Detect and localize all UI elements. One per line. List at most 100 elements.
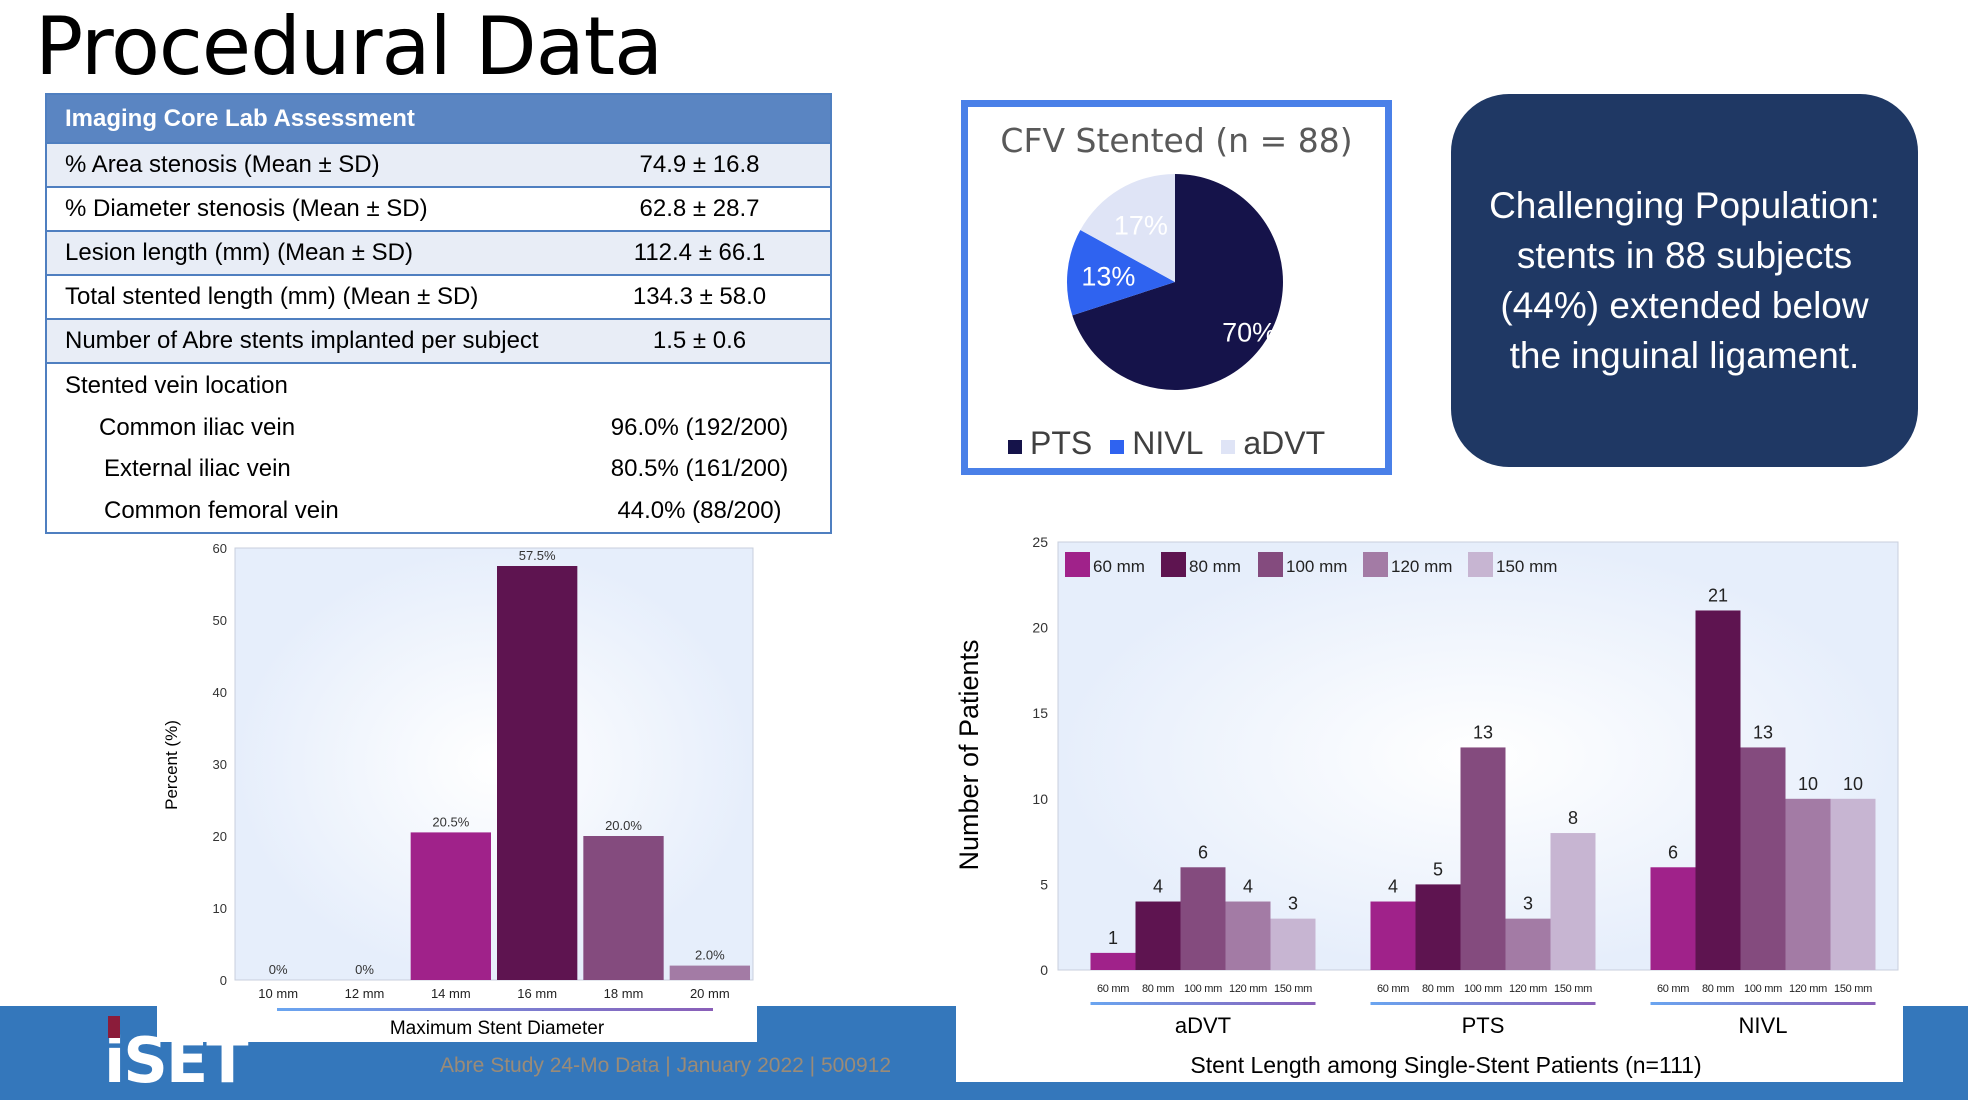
x-subtick-label: 100 mm [1464,983,1502,995]
legend-swatch [1065,552,1090,577]
x-tick-label: 12 mm [345,986,385,1001]
table-row: Lesion length (mm) (Mean ± SD) 112.4 ± 66… [46,230,831,275]
row-value: 134.3 ± 58.0 [551,274,831,319]
bar [583,836,664,980]
row-label: Common femoral vein [104,496,339,524]
footer-text: Abre Study 24-Mo Data | January 2022 | 5… [440,1054,892,1077]
row-value: 1.5 ± 0.6 [551,318,831,363]
diameter-bar-chart: 0 10 20 30 40 50 60 0% 10 mm 0% 12 mm 20.5% 14 mm 57.… [162,541,754,1039]
pie-data-label: 13% [1081,262,1135,292]
x-tick-label: 18 mm [604,986,644,1001]
row-label: % Area stenosis (Mean ± SD) [46,142,551,187]
row-value: 74.9 ± 16.8 [551,142,831,187]
x-tick-label: 16 mm [517,986,557,1001]
callout-text: Challenging Population: stents in 88 sub… [1489,184,1880,376]
row-value: 80.5% (161/200) [610,454,789,482]
x-subtick-label: 100 mm [1184,983,1222,995]
x-subtick-label: 60 mm [1097,983,1129,995]
bar-data-label: 6 [1198,842,1208,862]
y-tick-label: 20 [1032,620,1048,636]
location-heading: Stented vein location [46,362,831,407]
logo-accent [108,1016,120,1038]
legend-swatch [1363,552,1388,577]
chart-title: Stent Length among Single-Stent Patients… [1190,1052,1701,1078]
row-label: Lesion length (mm) (Mean ± SD) [46,230,551,275]
x-category-label: NIVL [1739,1013,1788,1038]
x-subtick-label: 80 mm [1142,983,1174,995]
legend-label: 60 mm [1093,557,1145,576]
bar-data-label: 4 [1388,877,1398,897]
bar [1830,798,1876,970]
x-subtick-label: 80 mm [1702,983,1734,995]
x-subtick-label: 120 mm [1509,983,1547,995]
bar [1740,747,1786,970]
bar-data-label: 8 [1568,808,1578,828]
x-tick-label: 20 mm [690,986,730,1001]
axis-underline [277,1008,713,1011]
bar-data-label: 10 [1843,774,1863,794]
bar [410,832,491,980]
y-tick-label: 0 [1040,962,1048,978]
bar-data-label: 20.5% [432,814,469,829]
bar-data-label: 2.0% [695,948,725,963]
bar [669,965,750,980]
legend-swatch [1258,552,1283,577]
plot-area [234,547,754,981]
pie-data-label: 17% [1114,210,1168,240]
bar-data-label: 5 [1433,859,1443,879]
bar [1415,884,1461,970]
bar-data-label: 0% [269,962,288,977]
group-underline [1370,1002,1596,1005]
legend-swatch [1008,440,1022,454]
table-row: % Diameter stenosis (Mean ± SD) 62.8 ± 28… [46,186,831,231]
y-tick-label: 40 [213,685,227,700]
page-title: Procedural Data [35,0,663,93]
bar [1180,867,1226,970]
row-label: Number of Abre stents implanted per subj… [46,318,551,363]
bar [1505,918,1551,970]
table-row: Number of Abre stents implanted per subj… [46,318,831,363]
bar [1225,901,1271,970]
x-subtick-label: 60 mm [1377,983,1409,995]
pie-slice-pts [1072,174,1283,390]
legend-item: NIVL [1110,425,1203,462]
y-tick-label: 60 [213,541,227,556]
x-category-label: PTS [1462,1013,1505,1038]
group-underline [1090,1002,1316,1005]
row-label: Common iliac vein [99,413,296,441]
x-subtick-label: 120 mm [1789,983,1827,995]
table-row: Common iliac vein 96.0% (192/200) [46,407,831,448]
row-label: % Diameter stenosis (Mean ± SD) [46,186,551,231]
bar [1460,747,1506,970]
legend-swatch [1110,440,1125,454]
bar-data-label: 6 [1668,842,1678,862]
bar [1135,901,1181,970]
y-tick-label: 30 [213,757,227,772]
x-tick-label: 10 mm [258,986,298,1001]
x-subtick-label: 150 mm [1554,983,1592,995]
bar [1370,901,1416,970]
pie-chart-panel: CFV Stented (n = 88) 70% 13% 17% PTS NIVL … [961,100,1392,475]
x-subtick-label: 150 mm [1834,983,1872,995]
table-row: External iliac vein 80.5% (161/200) [46,448,831,489]
legend-label: 120 mm [1391,557,1452,576]
bar [1270,918,1316,970]
bar [1695,610,1741,970]
group-underline [1650,1002,1876,1005]
row-value: 62.8 ± 28.7 [551,186,831,231]
x-subtick-label: 120 mm [1229,983,1267,995]
legend-label: aDVT [1243,425,1326,461]
pie-slice-advt [1080,174,1175,282]
legend-item: aDVT [1221,425,1325,462]
pie-data-label: 70% [1222,317,1276,347]
legend-item: PTS [1008,425,1092,462]
y-tick-label: 5 [1040,876,1048,892]
bar-data-label: 3 [1288,894,1298,914]
callout-box: Challenging Population: stents in 88 sub… [1451,94,1918,467]
bar [1785,798,1831,970]
legend-swatch [1161,552,1186,577]
length-chart-panel: 0 5 10 15 20 25 1 60 mm 4 80 mm 6 100 mm 4 120 mm 3 150… [954,525,1903,1082]
y-tick-label: 25 [1032,534,1048,550]
y-tick-label: 15 [1032,705,1048,721]
legend-label: 80 mm [1189,557,1241,576]
